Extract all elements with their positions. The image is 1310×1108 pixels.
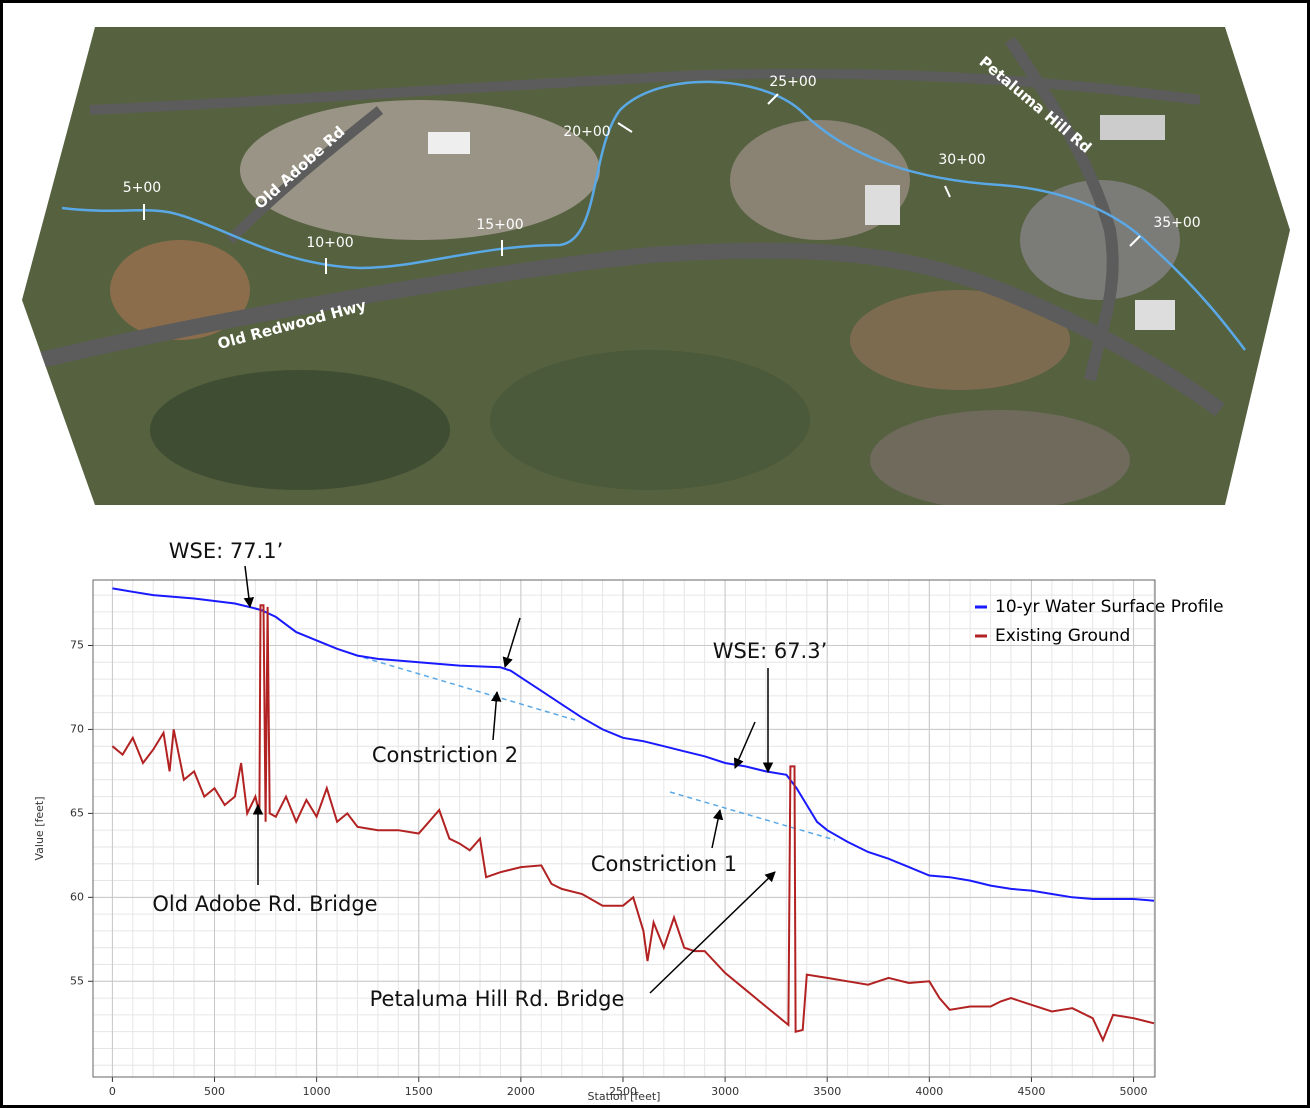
- y-tick-label: 55: [70, 974, 84, 987]
- y-axis-label: Value [feet]: [33, 796, 46, 860]
- figure: 5+00 10+00 15+00 20+00 25+00 30+00 35+00 Old Ad…: [0, 0, 1310, 1108]
- annotation: WSE: 67.3’: [713, 639, 828, 663]
- x-tick-label: 1000: [303, 1085, 331, 1098]
- x-axis-label: Station [feet]: [588, 1090, 661, 1103]
- x-tick-label: 4500: [1017, 1085, 1045, 1098]
- legend-label: Existing Ground: [995, 626, 1130, 646]
- station-label: 5+00: [123, 180, 161, 196]
- y-tick-label: 65: [70, 806, 84, 819]
- annotation: Constriction 1: [591, 852, 737, 876]
- x-tick-label: 500: [204, 1085, 225, 1098]
- station-label: 30+00: [938, 152, 985, 168]
- annotation: Petaluma Hill Rd. Bridge: [370, 987, 625, 1011]
- station-label: 25+00: [769, 74, 816, 90]
- x-tick-label: 4000: [915, 1085, 943, 1098]
- x-tick-label: 2000: [507, 1085, 535, 1098]
- annotation: Old Adobe Rd. Bridge: [152, 892, 377, 916]
- x-tick-label: 1500: [405, 1085, 433, 1098]
- legend-label: 10-yr Water Surface Profile: [995, 597, 1224, 617]
- x-tick-label: 0: [109, 1085, 116, 1098]
- x-tick-label: 5000: [1120, 1085, 1148, 1098]
- station-label: 15+00: [476, 217, 523, 233]
- annotation: WSE: 77.1’: [169, 539, 284, 563]
- annotation: Constriction 2: [372, 743, 518, 767]
- x-tick-label: 3000: [711, 1085, 739, 1098]
- y-tick-label: 75: [70, 638, 84, 651]
- station-label: 10+00: [306, 235, 353, 251]
- station-label: 35+00: [1153, 215, 1200, 231]
- x-tick-label: 3500: [813, 1085, 841, 1098]
- aerial-map: [0, 0, 1310, 520]
- y-tick-label: 70: [70, 722, 84, 735]
- station-label: 20+00: [563, 124, 610, 140]
- y-tick-label: 60: [70, 890, 84, 903]
